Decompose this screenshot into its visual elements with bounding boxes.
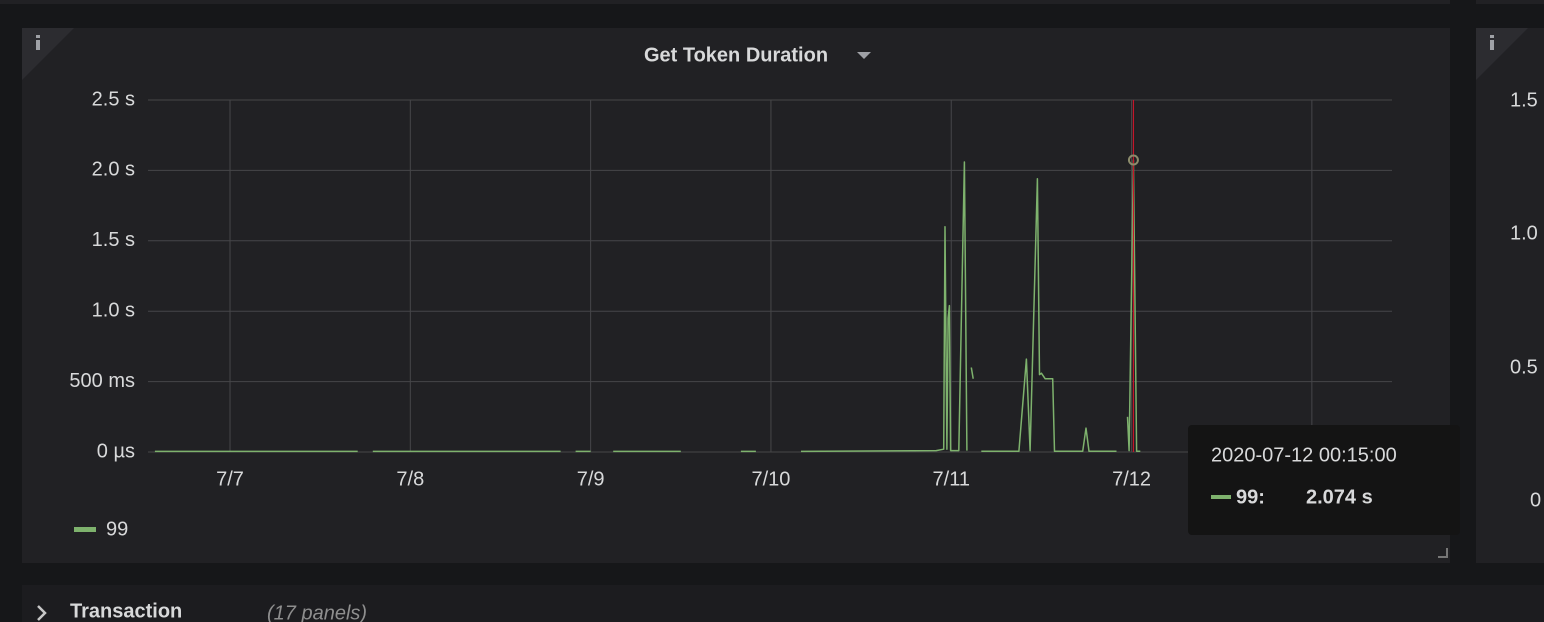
tooltip-swatch [1211,495,1231,499]
x-tick-label: 7/8 [396,468,424,490]
tooltip-time: 2020-07-12 00:15:00 [1211,444,1397,466]
info-icon [1490,35,1494,38]
legend-label[interactable]: 99 [106,518,128,540]
title-caret[interactable] [857,52,871,59]
right-panel [1476,28,1544,563]
tooltip-series: 99: [1236,486,1265,508]
y-tick-label: 2.0 s [92,159,135,181]
tooltip-value: 2.074 s [1306,486,1373,508]
hover-point [1127,154,1139,166]
row-chevron[interactable] [37,605,47,621]
x-tick-label: 7/10 [751,468,790,490]
info-icon [36,40,40,50]
right-y-tick: 1.0 [1510,222,1538,244]
y-tick-label: 2.5 s [92,88,135,110]
right-y-tick: 0.5 [1510,356,1538,378]
previous-panel [0,0,1450,4]
x-tick-label: 7/12 [1112,468,1151,490]
legend-swatch [74,527,96,532]
x-tick-label: 7/11 [933,468,970,490]
y-tick-label: 0 µs [97,440,135,462]
right-y-tick: 0 [1530,489,1541,511]
y-tick-label: 1.5 s [92,229,135,251]
info-corner[interactable] [22,28,74,80]
row-subtitle: (17 panels) [267,602,367,622]
info-icon [36,35,40,38]
info-icon [1490,40,1494,50]
x-tick-label: 7/7 [216,468,244,490]
tooltip: 2020-07-12 00:15:00 99: 2.074 s [1188,425,1460,535]
y-tick-label: 500 ms [69,370,135,392]
row-header[interactable] [22,585,1544,622]
info-corner[interactable] [1476,28,1528,80]
panel-title[interactable]: Get Token Duration [644,44,828,66]
x-tick-label: 7/9 [577,468,605,490]
tooltip-box [1188,425,1460,535]
right-y-tick: 1.5 [1510,89,1538,111]
resize-handle[interactable] [1438,548,1448,558]
previous-panel [1476,0,1544,4]
row-title[interactable]: Transaction [70,600,182,622]
y-tick-label: 1.0 s [92,299,135,321]
